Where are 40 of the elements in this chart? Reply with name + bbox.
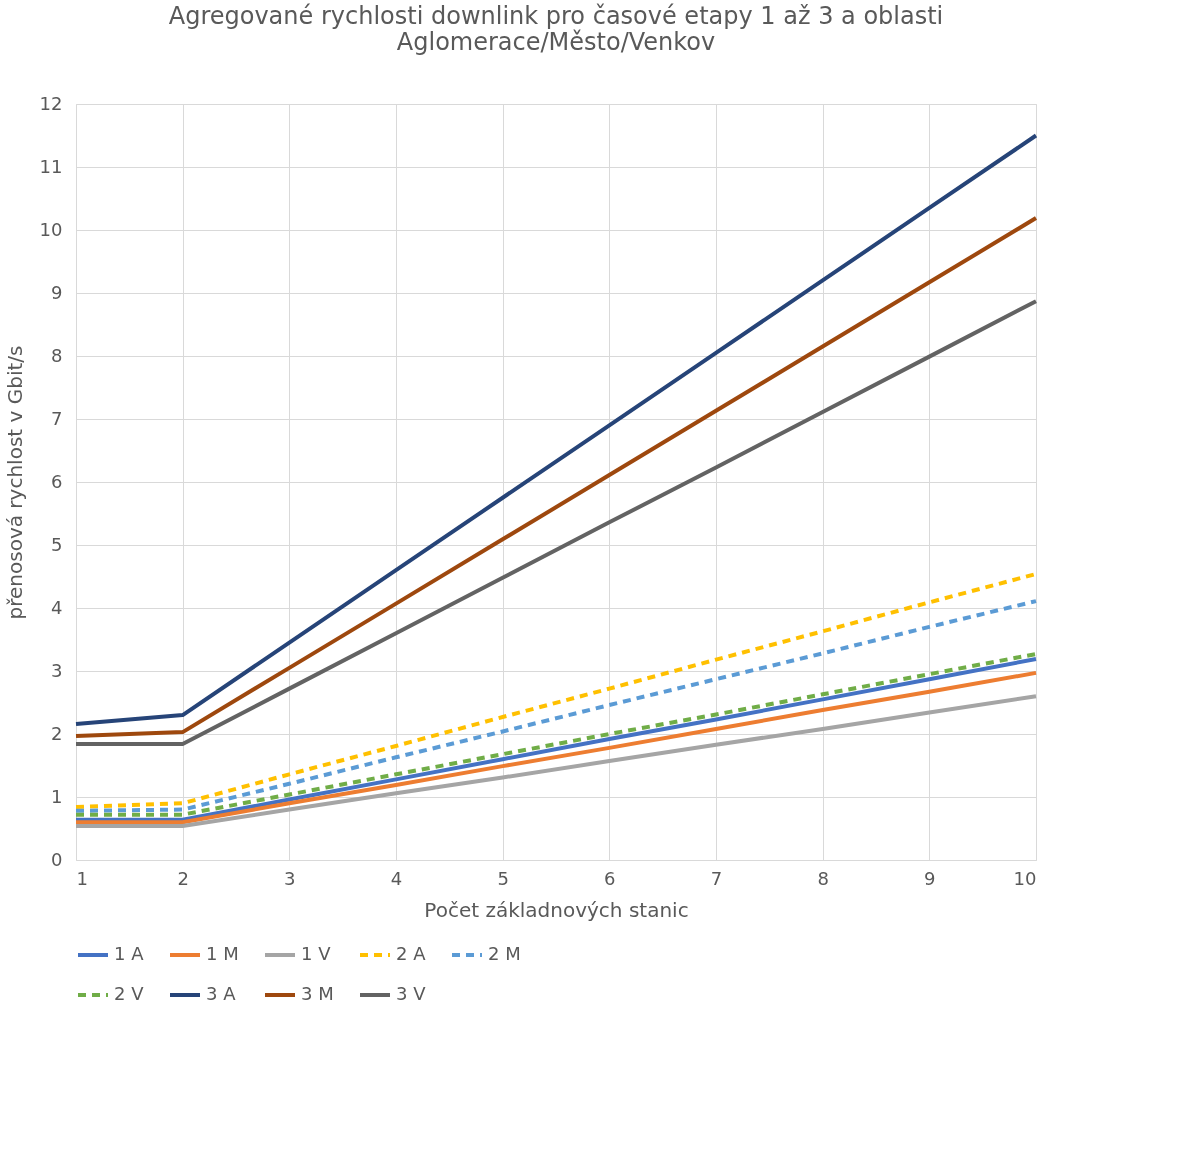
x-tick-label: 9 [924, 867, 936, 889]
legend-label: 1 V [301, 943, 332, 964]
line-series [74, 216, 1038, 738]
x-tick-label: 3 [284, 867, 296, 889]
x-tick-label: 7 [710, 867, 723, 889]
x-tick-label: 1 [76, 867, 88, 889]
legend-label: 1 A [114, 943, 145, 964]
x-tick-label: 6 [604, 867, 616, 889]
legend-label: 2 M [488, 943, 521, 964]
y-tick-label: 11 [39, 155, 63, 177]
y-tick-label: 7 [51, 407, 63, 429]
line-series [74, 133, 1038, 726]
text: Aglomerace/Město/Venkov [396, 28, 716, 56]
line-series [74, 694, 1038, 828]
y-tick-label: 8 [51, 344, 63, 366]
x-axis-title: Počet základnových stanic [424, 897, 689, 922]
x-tick-label: 10 [1013, 867, 1037, 889]
legend-label: 3 M [301, 983, 334, 1004]
legend-label: 3 V [396, 983, 427, 1004]
y-axis-title: přenosová rychlost v Gbit/s [2, 345, 27, 620]
y-tick-label: 1 [51, 785, 63, 807]
x-tick-label: 2 [177, 867, 189, 889]
y-tick-label: 9 [51, 281, 63, 303]
legend-label: 2 A [396, 943, 427, 964]
y-tick-label: 12 [39, 92, 63, 114]
text: Agregované rychlosti downlink pro časové etapy 1 až 3 a oblasti [168, 2, 944, 30]
y-tick-label: 4 [51, 596, 63, 618]
legend-label: 3 A [206, 983, 237, 1004]
x-tick-label: 8 [817, 867, 829, 889]
y-tick-label: 3 [51, 659, 63, 681]
x-tick-label: 5 [497, 867, 509, 889]
y-tick-label: 10 [39, 218, 63, 240]
line-series [74, 299, 1038, 747]
y-tick-label: 5 [51, 533, 63, 555]
legend-label: 1 M [206, 943, 239, 964]
legend-label: 2 V [114, 983, 145, 1004]
y-tick-label: 2 [51, 722, 63, 744]
y-tick-label: 0 [51, 848, 63, 870]
y-tick-label: 6 [51, 470, 63, 492]
x-tick-label: 4 [390, 867, 403, 889]
